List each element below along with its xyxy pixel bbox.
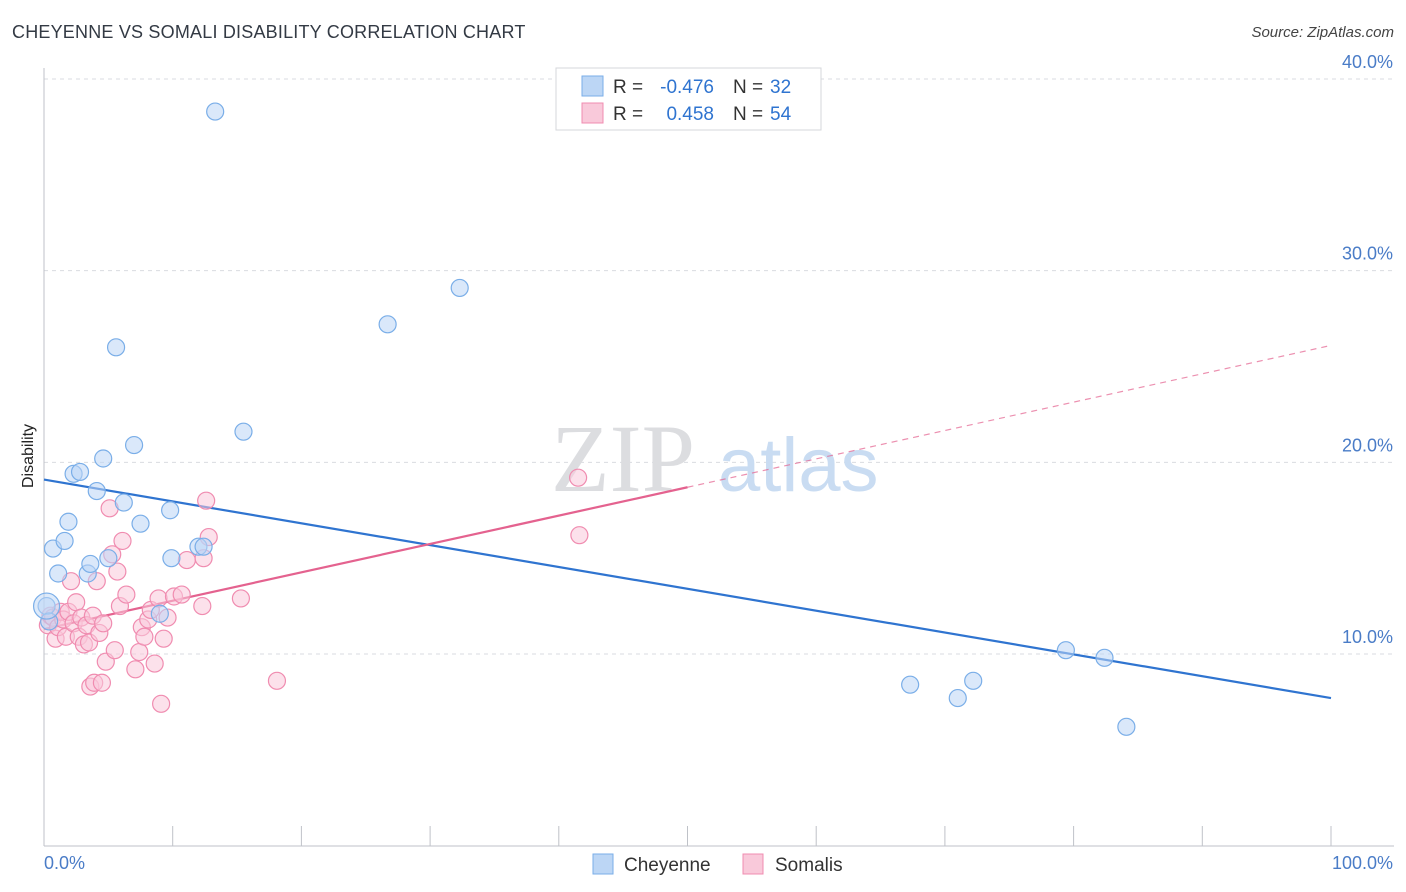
source-label[interactable]: Source: ZipAtlas.com: [1251, 24, 1394, 41]
somalis-point-53: [569, 468, 588, 487]
cheyenne-point-29: [1095, 648, 1114, 667]
trend-line-cheyenne: [43, 478, 1332, 700]
somalis-point-47: [197, 491, 216, 510]
legend-n-value-2: 54: [770, 104, 792, 125]
y-tick-label-0: 10.0%: [1342, 627, 1393, 647]
cheyenne-point-23: [378, 315, 397, 334]
somalis-point-39: [149, 589, 168, 608]
y-tick-labels: 10.0% 20.0% 30.0% 40.0%: [1342, 52, 1393, 647]
somalis-point-35: [135, 627, 154, 646]
somalis-point-46: [193, 596, 212, 616]
cheyenne-point-28: [1056, 641, 1075, 660]
trend-line-somalis: [43, 486, 688, 631]
cheyenne-point-22: [234, 422, 253, 441]
y-tick-label-1: 20.0%: [1342, 435, 1393, 455]
somalis-point-44: [172, 585, 191, 604]
watermark-atlas: atlas: [718, 423, 879, 508]
axes: [43, 68, 1394, 847]
cheyenne-point-14: [124, 435, 144, 455]
somalis-point-27: [105, 641, 124, 660]
cheyenne-point-13: [114, 493, 133, 512]
series-legend: Cheyenne Somalis: [592, 853, 843, 876]
somalis-point-23: [94, 614, 113, 633]
legend-r-label-2: R =: [613, 104, 643, 125]
trend-lines: [43, 344, 1332, 700]
cheyenne-point-12: [106, 338, 126, 357]
somalis-point-33: [130, 642, 149, 662]
legend-swatch-somalis: [581, 102, 604, 124]
somalis-point-22: [92, 673, 112, 692]
legend-r-value-2: 0.458: [666, 104, 714, 125]
legend-r-value-1: -0.476: [660, 77, 714, 98]
x-tick-label-1: 100.0%: [1332, 853, 1393, 873]
legend-n-value-1: 32: [770, 77, 791, 98]
somalis-point-38: [145, 654, 164, 673]
data-points: [32, 102, 1136, 736]
cheyenne-point-18: [162, 549, 181, 568]
cheyenne-point-16: [150, 604, 169, 623]
cheyenne-point-24: [450, 278, 469, 298]
somalis-point-32: [126, 660, 145, 679]
legend-r-label-1: R =: [613, 77, 643, 98]
y-tick-label-3: 40.0%: [1342, 52, 1393, 72]
y-tick-label-2: 30.0%: [1342, 244, 1393, 264]
chart-title: CHEYENNE VS SOMALI DISABILITY CORRELATIO…: [12, 22, 526, 42]
cheyenne-point-11: [99, 549, 118, 568]
gridlines: [44, 78, 1394, 655]
series-legend-label-somalis: Somalis: [775, 855, 843, 876]
cheyenne-point-2: [49, 564, 68, 583]
somalis-point-52: [570, 526, 589, 545]
somalis-point-31: [117, 585, 136, 604]
cheyenne-point-8: [81, 554, 100, 574]
somalis-point-41: [154, 629, 173, 648]
cheyenne-point-20: [194, 537, 213, 556]
somalis-point-51: [267, 671, 287, 690]
series-legend-swatch-somalis: [742, 853, 764, 875]
cheyenne-point-27: [964, 671, 983, 690]
stats-legend: R = -0.476 N = 32 R = 0.458 N = 54: [555, 67, 822, 131]
cheyenne-point-6: [70, 462, 90, 482]
series-legend-label-cheyenne: Cheyenne: [624, 855, 711, 876]
cheyenne-point-large: [32, 592, 61, 620]
cheyenne-point-30: [1117, 717, 1136, 736]
somalis-point-30: [113, 531, 132, 551]
series-legend-swatch-cheyenne: [592, 853, 614, 875]
cheyenne-point-25: [901, 675, 920, 694]
somalis-point-45: [177, 550, 196, 570]
cheyenne-point-26: [948, 688, 967, 708]
somalis-point-11: [67, 593, 86, 612]
x-tick-labels: 0.0% 100.0%: [44, 853, 1393, 873]
cheyenne-point-15: [131, 514, 150, 533]
cheyenne-point-10: [94, 449, 113, 468]
cheyenne-point-3: [55, 531, 74, 551]
cheyenne-point-9: [87, 481, 106, 501]
cheyenne-point-21: [206, 102, 225, 121]
x-tick-label-0: 0.0%: [44, 853, 85, 873]
watermark-zip: ZIP: [551, 405, 695, 512]
somalis-point-28: [108, 562, 127, 581]
y-axis-title: Disability: [20, 424, 37, 488]
somalis-point-40: [152, 694, 171, 713]
legend-n-label-1: N =: [733, 77, 763, 98]
somalis-point-50: [231, 589, 251, 608]
legend-swatch-cheyenne: [581, 75, 604, 97]
cheyenne-point-4: [59, 512, 78, 531]
cheyenne-point-17: [161, 501, 180, 520]
watermark: ZIP atlas: [551, 405, 879, 512]
legend-n-label-2: N =: [733, 104, 763, 125]
